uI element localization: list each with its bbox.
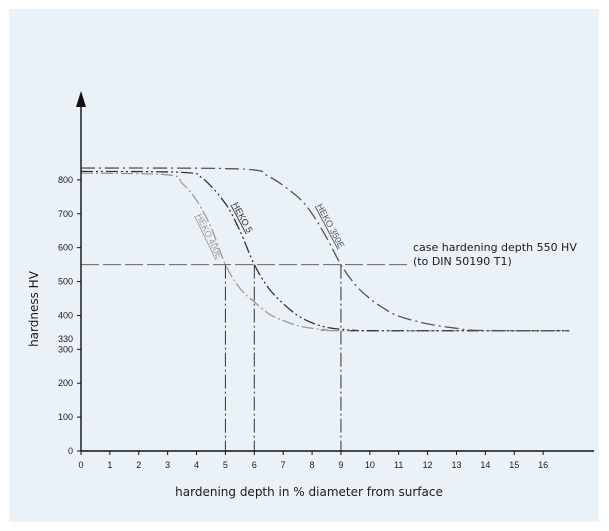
axes: [76, 91, 594, 452]
x-tick-label: 4: [194, 460, 199, 470]
series-curves: [80, 167, 570, 332]
reference-label-line2: (to DIN 50190 T1): [413, 255, 512, 268]
x-tick-label: 15: [509, 460, 519, 470]
y-tick-label: 100: [58, 412, 73, 422]
x-tick-label: 6: [252, 460, 257, 470]
x-tick-label: 11: [394, 460, 403, 470]
x-tick-label: 3: [165, 460, 170, 470]
reference-lines: [81, 264, 407, 451]
y-tick-label-330: 330: [58, 334, 73, 344]
x-tick-label: 12: [423, 460, 433, 470]
x-tick-label: 5: [223, 460, 228, 470]
y-tick-label: 400: [58, 310, 73, 320]
chart-svg: 0 1 2 3 4 5 6 7 8 9 10 11 12 13 14 15 160100200300400500…: [27, 91, 594, 499]
x-tick-label: 8: [310, 460, 315, 470]
y-tick-label: 500: [58, 277, 73, 287]
x-tick-label: 14: [480, 460, 490, 470]
x-tick-label: 9: [338, 460, 343, 470]
y-tick-label: 600: [58, 243, 73, 253]
x-tick-label: 13: [451, 460, 461, 470]
series-line-heko-350e: [80, 167, 570, 332]
y-axis-title: hardness HV: [27, 270, 41, 347]
reference-label-line1: case hardening depth 550 HV: [413, 241, 577, 254]
series-label-heko-400e: HEKO 400E: [194, 212, 224, 260]
y-tick-label: 0: [68, 446, 73, 456]
y-tick-label: 200: [58, 378, 73, 388]
chart-panel: 0 1 2 3 4 5 6 7 8 9 10 11 12 13 14 15 16 0 100 200 300 400 500…: [9, 9, 599, 522]
x-tick-label: 7: [281, 460, 286, 470]
series-line-heko-400e: [80, 172, 570, 332]
series-labels: HEKO 400E HEKO 5 HEKO 350E: [194, 201, 346, 261]
ticks: 0 1 2 3 4 5 6 7 8 9 10 11 12 13 14 15 160100200300400500…: [58, 175, 548, 470]
y-tick-label: 700: [58, 209, 73, 219]
x-tick-label: 16: [538, 460, 548, 470]
x-tick-label: 1: [107, 460, 112, 470]
x-tick-label: 10: [365, 460, 375, 470]
y-tick-label: 300: [58, 344, 73, 354]
series-label-heko-5: HEKO 5: [230, 201, 254, 235]
series-label-heko-350e: HEKO 350E: [315, 202, 347, 250]
y-axis-arrow: [76, 91, 86, 107]
x-tick-label: 0: [78, 460, 83, 470]
x-tick-label: 2: [136, 460, 141, 470]
series-line-heko-5: [80, 170, 570, 332]
y-tick-label: 800: [58, 175, 73, 185]
x-axis-title: hardening depth in % diameter from surfa…: [175, 485, 443, 499]
